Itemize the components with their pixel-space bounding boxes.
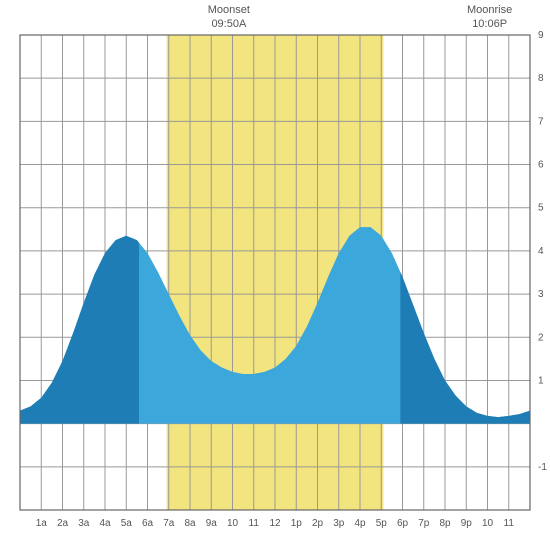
x-tick-label: 11: [504, 518, 515, 529]
x-tick-label: 3a: [78, 518, 90, 529]
x-tick-label: 7a: [163, 518, 175, 529]
x-tick-label: 2a: [57, 518, 69, 529]
y-tick-label: 1: [538, 375, 544, 386]
y-tick-label: 5: [538, 203, 544, 214]
x-tick-label: 5a: [121, 518, 133, 529]
y-tick-label: 9: [538, 30, 544, 41]
y-tick-label: -1: [538, 462, 547, 473]
x-tick-label: 12: [269, 518, 281, 529]
x-tick-label: 2p: [312, 518, 324, 529]
y-tick-label: 8: [538, 73, 544, 84]
y-tick-label: 6: [538, 160, 544, 171]
y-tick-label: 2: [538, 332, 544, 343]
header-subtitle: 09:50A: [199, 17, 259, 31]
x-tick-label: 6p: [397, 518, 409, 529]
y-tick-label: 7: [538, 116, 544, 127]
moonset-label: Moonset09:50A: [199, 3, 259, 32]
header-subtitle: 10:06P: [460, 17, 520, 31]
header-title: Moonset: [199, 3, 259, 17]
y-tick-label: 3: [538, 289, 544, 300]
x-tick-label: 10: [227, 518, 239, 529]
x-tick-label: 8a: [184, 518, 196, 529]
tide-chart: 1a2a3a4a5a6a7a8a9a1011121p2p3p4p5p6p7p8p…: [0, 0, 550, 550]
y-tick-label: 4: [538, 246, 544, 257]
x-tick-label: 6a: [142, 518, 154, 529]
x-tick-label: 4a: [99, 518, 111, 529]
x-tick-label: 8p: [439, 518, 451, 529]
moonrise-label: Moonrise10:06P: [460, 3, 520, 32]
x-tick-label: 7p: [418, 518, 430, 529]
x-tick-label: 3p: [333, 518, 345, 529]
header-title: Moonrise: [460, 3, 520, 17]
x-tick-label: 9p: [461, 518, 473, 529]
x-tick-label: 1a: [36, 518, 48, 529]
x-tick-label: 10: [482, 518, 494, 529]
x-tick-label: 5p: [376, 518, 388, 529]
chart-canvas: 1a2a3a4a5a6a7a8a9a1011121p2p3p4p5p6p7p8p…: [0, 0, 550, 550]
x-tick-label: 11: [249, 518, 260, 529]
x-tick-label: 1p: [291, 518, 303, 529]
x-tick-label: 4p: [354, 518, 366, 529]
x-tick-label: 9a: [206, 518, 218, 529]
